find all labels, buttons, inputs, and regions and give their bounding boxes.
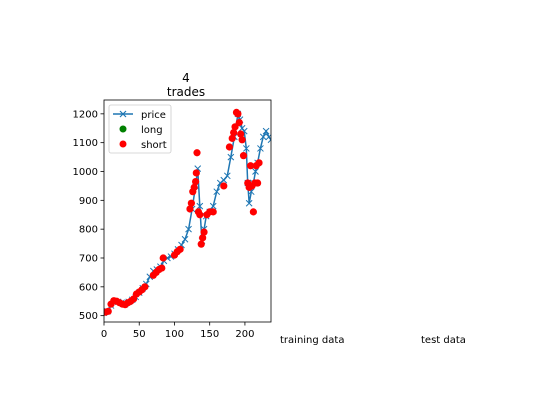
- legend-short-dot-icon: [119, 140, 127, 148]
- short-point: [249, 208, 257, 216]
- short-point: [225, 143, 234, 151]
- price-point: [259, 133, 267, 141]
- chart-title-line-1: 4: [182, 71, 190, 85]
- short-point: [237, 130, 245, 138]
- price-point: [196, 202, 204, 210]
- price-point: [242, 145, 250, 152]
- short-point: [158, 264, 166, 272]
- x-axis: 0 50 100 150 200: [101, 322, 254, 340]
- short-point: [104, 307, 112, 315]
- price-point: [245, 199, 253, 207]
- short-point: [220, 182, 228, 190]
- short-point: [239, 152, 248, 160]
- y-tick-label: 700: [79, 253, 98, 264]
- x-tick-label: 150: [200, 329, 219, 340]
- short-point: [228, 134, 236, 142]
- price-point: [220, 176, 228, 184]
- y-tick-label: 800: [79, 225, 98, 236]
- short-point: [192, 177, 200, 186]
- test-data-label: test data: [421, 335, 466, 346]
- training-data-label: training data: [280, 335, 344, 346]
- price-point: [257, 145, 264, 152]
- short-point: [199, 234, 207, 242]
- x-tick-label: 50: [133, 329, 146, 340]
- legend-label-short: short: [141, 140, 167, 151]
- short-point: [186, 205, 194, 213]
- legend: price long short: [108, 104, 172, 154]
- x-tick-label: 0: [101, 329, 107, 340]
- y-tick-label: 600: [79, 282, 98, 293]
- price-point: [227, 153, 235, 161]
- short-point: [196, 211, 204, 219]
- short-point: [234, 110, 242, 118]
- price-point: [181, 235, 189, 243]
- short-point: [209, 208, 217, 216]
- short-point: [193, 149, 201, 157]
- y-axis: 500 600 700 800 900 1000 1100 1200: [73, 109, 104, 322]
- short-point: [176, 245, 184, 253]
- axes-frame: [103, 99, 272, 323]
- short-point: [238, 136, 246, 144]
- short-point: [235, 118, 243, 127]
- chart-title: 4 trades: [167, 71, 205, 99]
- short-point: [190, 183, 198, 191]
- legend-label-price: price: [141, 110, 166, 121]
- price-point: [185, 225, 192, 233]
- price-point: [213, 188, 221, 196]
- legend-long-dot-icon: [119, 125, 127, 133]
- short-point: [192, 169, 200, 177]
- y-tick-label: 500: [79, 311, 98, 322]
- price-point: [209, 202, 217, 210]
- short-point: [255, 159, 263, 167]
- y-tick-label: 900: [79, 196, 98, 207]
- legend-item-short: short: [119, 140, 167, 151]
- price-point: [238, 124, 246, 132]
- short-point: [187, 199, 195, 207]
- plot-area: [104, 108, 271, 317]
- x-tick-label: 100: [165, 329, 184, 340]
- legend-item-long: long: [119, 125, 163, 136]
- short-series: [104, 108, 263, 316]
- y-tick-label: 1000: [73, 167, 98, 178]
- y-tick-label: 1100: [73, 138, 98, 149]
- short-point: [200, 228, 208, 236]
- price-point: [262, 127, 270, 135]
- short-point: [159, 254, 167, 262]
- chart-title-line-2: trades: [167, 85, 205, 99]
- price-point: [267, 136, 271, 144]
- legend-price-x-icon: [119, 110, 127, 118]
- short-point: [246, 162, 255, 170]
- price-point: [252, 168, 259, 175]
- legend-item-price: price: [113, 110, 166, 121]
- short-point: [141, 283, 149, 291]
- short-point: [197, 240, 205, 248]
- legend-label-long: long: [141, 125, 163, 136]
- short-point: [230, 128, 238, 137]
- short-point: [254, 179, 262, 187]
- x-tick-label: 200: [235, 329, 254, 340]
- price-point: [223, 172, 231, 180]
- y-tick-label: 1200: [73, 109, 98, 120]
